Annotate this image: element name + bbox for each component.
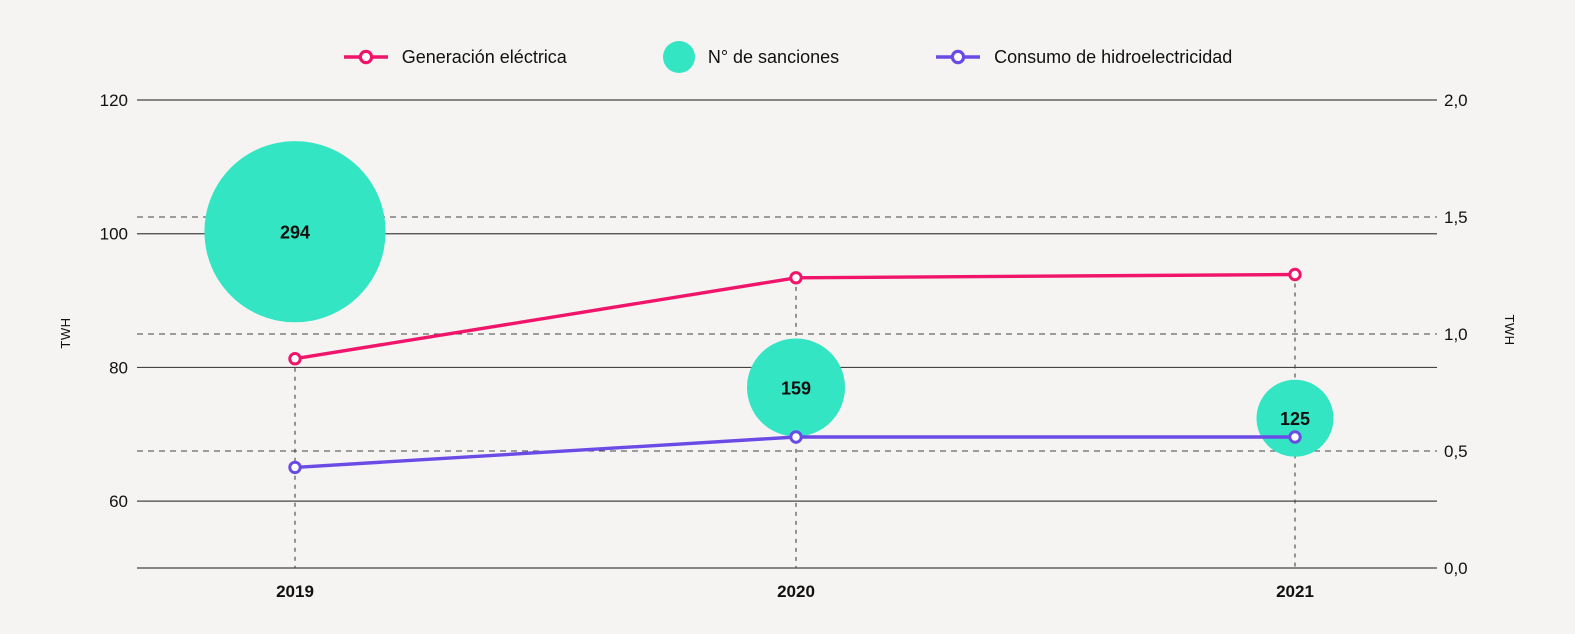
chart-legend: Generación eléctrica N° de sanciones Con… xyxy=(0,41,1575,73)
left-axis-tick-label: 80 xyxy=(109,358,128,377)
generacion-electrica-point-2019 xyxy=(288,352,302,366)
legend-label-sanciones: N° de sanciones xyxy=(707,46,840,67)
x-axis-tick-label-2020: 2020 xyxy=(777,582,815,601)
x-axis-tick-label-2021: 2021 xyxy=(1276,582,1314,601)
legend-item-generacion-electrica[interactable]: Generación eléctrica xyxy=(343,47,567,68)
bubble-value-label: 125 xyxy=(1280,409,1310,429)
left-axis-tick-label: 120 xyxy=(100,91,128,110)
legend-marker-dot xyxy=(950,49,966,65)
legend-item-consumo-hidroelectricidad[interactable]: Consumo de hidroelectricidad xyxy=(935,47,1232,68)
left-axis-tick-label: 100 xyxy=(100,225,128,244)
consumo-hidroelectricidad-point-2020 xyxy=(789,430,803,444)
legend-bubble-swatch xyxy=(662,41,695,73)
bubble-2019 xyxy=(204,141,386,323)
generacion-electrica-point-2021 xyxy=(1288,267,1302,282)
right-axis-tick-label: 0,5 xyxy=(1444,442,1468,461)
legend-label-consumo-hidroelectricidad: Consumo de hidroelectricidad xyxy=(994,46,1233,67)
left-axis-tick-label: 60 xyxy=(109,492,128,511)
bubble-2020 xyxy=(747,338,845,437)
bubble-value-label: 294 xyxy=(280,223,310,243)
x-axis-tick-label-2019: 2019 xyxy=(276,582,314,601)
right-axis-tick-label: 1,0 xyxy=(1444,325,1468,344)
bubble-icon xyxy=(662,41,695,73)
right-axis-title: TWH xyxy=(1502,314,1517,345)
generacion-electrica-point-2020 xyxy=(789,271,803,285)
consumo-hidroelectricidad-point-2019 xyxy=(288,460,302,475)
right-axis-tick-label: 1,5 xyxy=(1444,208,1468,227)
left-axis-title: TWH xyxy=(58,317,73,348)
bubble-value-label: 159 xyxy=(781,378,811,398)
legend-item-sanciones[interactable]: N° de sanciones xyxy=(662,41,840,73)
legend-label-generacion-electrica: Generación eléctrica xyxy=(401,46,567,67)
right-axis-tick-label: 0,0 xyxy=(1444,559,1468,578)
legend-marker-dot xyxy=(358,49,373,65)
right-axis-tick-label: 2,0 xyxy=(1444,91,1468,110)
line-open-circle-icon xyxy=(936,49,981,65)
line-open-circle-icon xyxy=(343,49,388,65)
consumo-hidroelectricidad-point-2021 xyxy=(1288,430,1302,444)
